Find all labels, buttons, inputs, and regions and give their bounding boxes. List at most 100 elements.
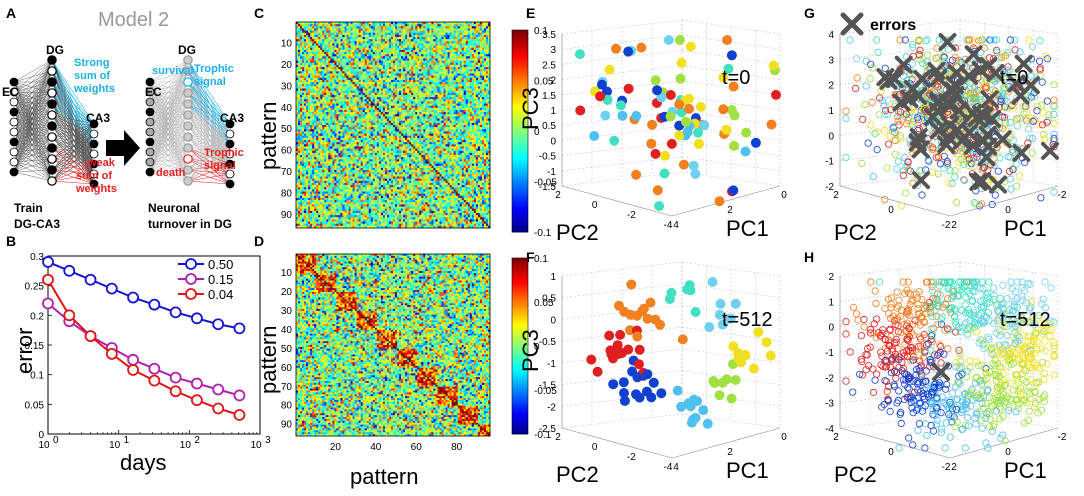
heatmap-cell [376, 99, 380, 102]
heatmap-cell [429, 24, 432, 27]
connection-line [187, 59, 231, 125]
heatmap-cell [372, 103, 376, 106]
heatmap-cell [393, 49, 396, 53]
ec-neuron [145, 127, 155, 137]
heatmap-cell [322, 103, 325, 106]
heatmap-cell [429, 90, 432, 94]
train-caption-line2: DG-CA3 [14, 217, 60, 231]
heatmap-cell [401, 101, 404, 104]
heatmap-cell [298, 26, 301, 29]
heatmap-cell [340, 86, 343, 89]
heatmap-cell [334, 62, 337, 66]
heatmap-cell [378, 39, 382, 42]
heatmap-cell [300, 77, 303, 81]
heatmap-cell [300, 43, 303, 46]
heatmap-cell [449, 30, 452, 34]
heatmap-cell [487, 103, 491, 106]
heatmap-cell [324, 86, 327, 89]
heatmap-cell [306, 30, 309, 34]
heatmap-cell [326, 54, 329, 57]
connection-line [13, 59, 53, 83]
heatmap-cell [324, 24, 327, 27]
heatmap-cell [429, 82, 432, 85]
heatmap-cell [487, 99, 491, 102]
heatmap-cell [346, 99, 349, 102]
heatmap-cell [439, 101, 442, 104]
heatmap-cell [453, 71, 456, 74]
heatmap-cell [395, 37, 398, 40]
heatmap-cell [320, 41, 323, 44]
heatmap-cell [376, 69, 380, 72]
heatmap-cell [318, 69, 321, 72]
heatmap-cell [348, 69, 351, 72]
heatmap-cell [342, 94, 345, 98]
y-tick-label: 0 [38, 430, 44, 441]
heatmap-cell [304, 39, 307, 42]
heatmap-cell [479, 69, 483, 72]
heatmap-cell [342, 43, 345, 46]
heatmap-cell [427, 86, 430, 89]
heatmap-cell [459, 49, 463, 53]
heatmap-cell [306, 90, 309, 94]
heatmap-cell [332, 103, 335, 106]
heatmap-cell [386, 49, 390, 53]
heatmap-cell [463, 28, 467, 31]
heatmap-cell [364, 116, 368, 119]
heatmap-cell [431, 103, 434, 106]
heatmap-cell [366, 84, 370, 87]
heatmap-cell [461, 77, 465, 81]
heatmap-cell [360, 64, 363, 68]
heatmap-cell [397, 67, 400, 70]
heatmap-cell [332, 112, 335, 115]
heatmap-cell [413, 118, 416, 122]
heatmap-cell [370, 71, 374, 74]
heatmap-cell [467, 45, 471, 49]
heatmap-cell [409, 99, 412, 102]
heatmap-cell [419, 64, 422, 68]
heatmap-cell [401, 92, 404, 96]
connection-line [51, 125, 95, 165]
heatmap-cell [374, 105, 378, 109]
heatmap-cell [358, 67, 361, 70]
connection-line [51, 136, 95, 185]
heatmap-cell [423, 37, 426, 40]
heatmap-cell [459, 64, 463, 68]
heatmap-cell [300, 101, 303, 104]
heatmap-cell [386, 99, 390, 102]
heatmap-cell [409, 54, 412, 57]
heatmap-cell [419, 112, 422, 115]
connection-line [13, 121, 53, 127]
heatmap-cell [481, 114, 485, 117]
heatmap-cell [302, 88, 305, 91]
heatmap-cell [384, 99, 388, 102]
heatmap-cell [326, 97, 329, 100]
heatmap-cell [354, 34, 357, 38]
heatmap-cell [356, 69, 359, 72]
heatmap-cell [346, 28, 349, 31]
heatmap-cell [326, 56, 329, 59]
heatmap-cell [350, 56, 353, 59]
heatmap-cell [338, 118, 341, 122]
heatmap-cell [382, 37, 386, 40]
heatmap-cell [395, 88, 398, 91]
heatmap-cell [330, 52, 333, 55]
heatmap-cell [455, 88, 458, 91]
heatmap-cell [429, 41, 432, 44]
heatmap-cell [417, 56, 420, 59]
heatmap-cell [348, 79, 351, 83]
heatmap-cell [378, 118, 382, 122]
heatmap-cell [370, 43, 374, 46]
connection-line [13, 114, 53, 133]
heatmap-cell [324, 118, 327, 122]
heatmap-cell [475, 103, 479, 106]
heatmap-cell [441, 82, 444, 85]
heatmap-cell [397, 118, 400, 122]
heatmap-cell [334, 88, 337, 91]
connection-line [51, 147, 95, 175]
heatmap-cell [441, 99, 444, 102]
connection-line [149, 111, 189, 149]
heatmap-cell [326, 71, 329, 74]
heatmap-cell [465, 73, 469, 76]
heatmap-cell [403, 39, 406, 42]
connection-line [13, 111, 53, 149]
